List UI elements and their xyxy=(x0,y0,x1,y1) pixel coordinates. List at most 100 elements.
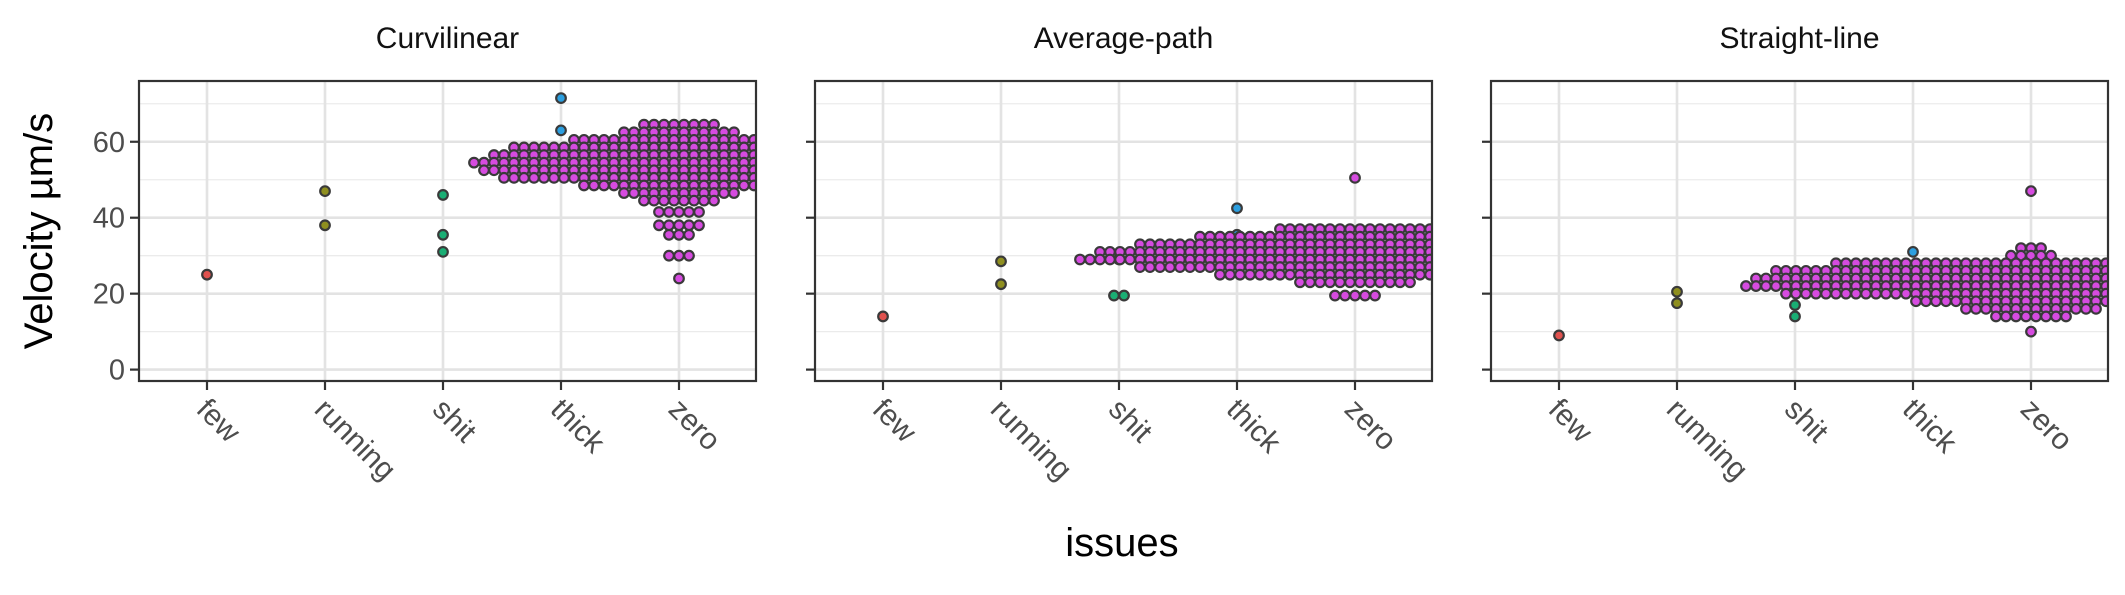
point-zero xyxy=(2020,310,2032,323)
point-running xyxy=(319,219,331,232)
facet-panel-1: Average-path few running shit thick zero xyxy=(806,22,1485,487)
point-zero xyxy=(2111,266,2121,276)
point-zero xyxy=(2121,258,2125,268)
x-tick-label: thick xyxy=(1896,393,1964,461)
point-zero xyxy=(1890,287,1902,300)
point-zero xyxy=(1800,287,1812,300)
x-tick-label: thick xyxy=(1220,393,1288,461)
point-zero xyxy=(1435,255,1445,265)
point-zero xyxy=(1244,268,1256,281)
point-zero xyxy=(693,206,705,218)
point-zero xyxy=(1274,268,1286,281)
point-zero xyxy=(1184,261,1196,273)
point-zero xyxy=(528,171,540,184)
point-zero xyxy=(1445,232,1455,242)
point-zero xyxy=(668,194,680,207)
point-zero xyxy=(1404,276,1416,289)
point-zero xyxy=(1455,270,1465,280)
point-zero xyxy=(769,158,779,168)
point-zero xyxy=(1104,253,1116,266)
point-zero xyxy=(1475,262,1485,272)
point-shit xyxy=(1789,299,1801,311)
point-zero xyxy=(1790,287,1802,300)
point-zero xyxy=(789,150,799,160)
point-zero xyxy=(1435,262,1445,272)
panel-border xyxy=(137,79,758,383)
point-zero xyxy=(799,150,809,160)
point-zero xyxy=(1124,253,1136,266)
point-zero xyxy=(2111,281,2121,291)
point-zero xyxy=(1780,287,1792,300)
point-zero xyxy=(1820,287,1832,300)
point-zero xyxy=(2090,302,2102,315)
point-zero xyxy=(488,164,500,177)
point-zero xyxy=(769,143,779,153)
point-zero xyxy=(728,187,740,199)
x-tick-label: running xyxy=(984,393,1078,487)
point-zero xyxy=(1334,276,1346,289)
x-tick-label: few xyxy=(1542,393,1599,450)
point-zero xyxy=(588,179,600,192)
point-zero xyxy=(799,143,809,153)
point-zero xyxy=(1990,310,2002,323)
point-shit xyxy=(437,245,449,258)
point-zero xyxy=(1475,239,1485,249)
point-zero xyxy=(1740,280,1752,292)
point-zero xyxy=(2025,325,2037,338)
point-running xyxy=(995,278,1007,291)
point-thick xyxy=(1231,202,1243,215)
point-zero xyxy=(1950,295,1962,308)
point-zero xyxy=(548,171,560,184)
facet-panel-0: Curvilinear 0 20 40 60 few running shit thick zer… xyxy=(93,22,809,487)
point-zero xyxy=(1760,280,1772,292)
point-zero xyxy=(1314,276,1326,289)
point-zero xyxy=(2010,310,2022,323)
facet-title: Straight-line xyxy=(1719,22,1879,55)
point-zero xyxy=(1445,262,1455,272)
point-zero xyxy=(769,150,779,160)
point-zero xyxy=(468,156,480,169)
point-zero xyxy=(1475,270,1485,280)
point-running xyxy=(319,185,331,198)
point-zero xyxy=(658,194,670,207)
point-zero xyxy=(558,171,570,184)
point-running xyxy=(1671,297,1683,310)
point-zero xyxy=(1194,261,1206,273)
point-zero xyxy=(2000,310,2012,323)
point-zero xyxy=(1174,261,1186,273)
data-points xyxy=(201,92,809,285)
point-zero xyxy=(759,158,769,168)
point-zero xyxy=(789,173,799,183)
point-zero xyxy=(1329,289,1341,302)
point-zero xyxy=(1475,247,1485,257)
y-tick-label: 40 xyxy=(93,203,125,235)
point-zero xyxy=(1770,280,1782,292)
point-zero xyxy=(698,194,710,207)
data-points xyxy=(877,171,1485,323)
point-zero xyxy=(1870,287,1882,300)
point-zero xyxy=(1455,239,1465,249)
point-zero xyxy=(678,194,690,207)
panel-border xyxy=(1489,79,2110,383)
point-zero xyxy=(2070,302,2082,315)
point-zero xyxy=(799,158,809,168)
point-zero xyxy=(1850,287,1862,300)
point-zero xyxy=(1364,276,1376,289)
point-zero xyxy=(2111,274,2121,284)
point-zero xyxy=(1424,268,1432,281)
point-zero xyxy=(1465,232,1475,242)
point-zero xyxy=(1465,239,1475,249)
x-tick-label: thick xyxy=(544,393,612,461)
point-zero xyxy=(683,249,695,262)
point-zero xyxy=(663,249,675,262)
facet-panels: Curvilinear 0 20 40 60 few running shit thick zer… xyxy=(93,22,2125,487)
point-zero xyxy=(1094,253,1106,266)
point-zero xyxy=(688,194,700,207)
point-zero xyxy=(1349,171,1361,184)
point-zero xyxy=(653,219,665,232)
point-zero xyxy=(673,272,685,285)
point-running xyxy=(1671,285,1683,298)
y-tick-label: 60 xyxy=(93,127,125,159)
point-zero xyxy=(1284,268,1296,281)
